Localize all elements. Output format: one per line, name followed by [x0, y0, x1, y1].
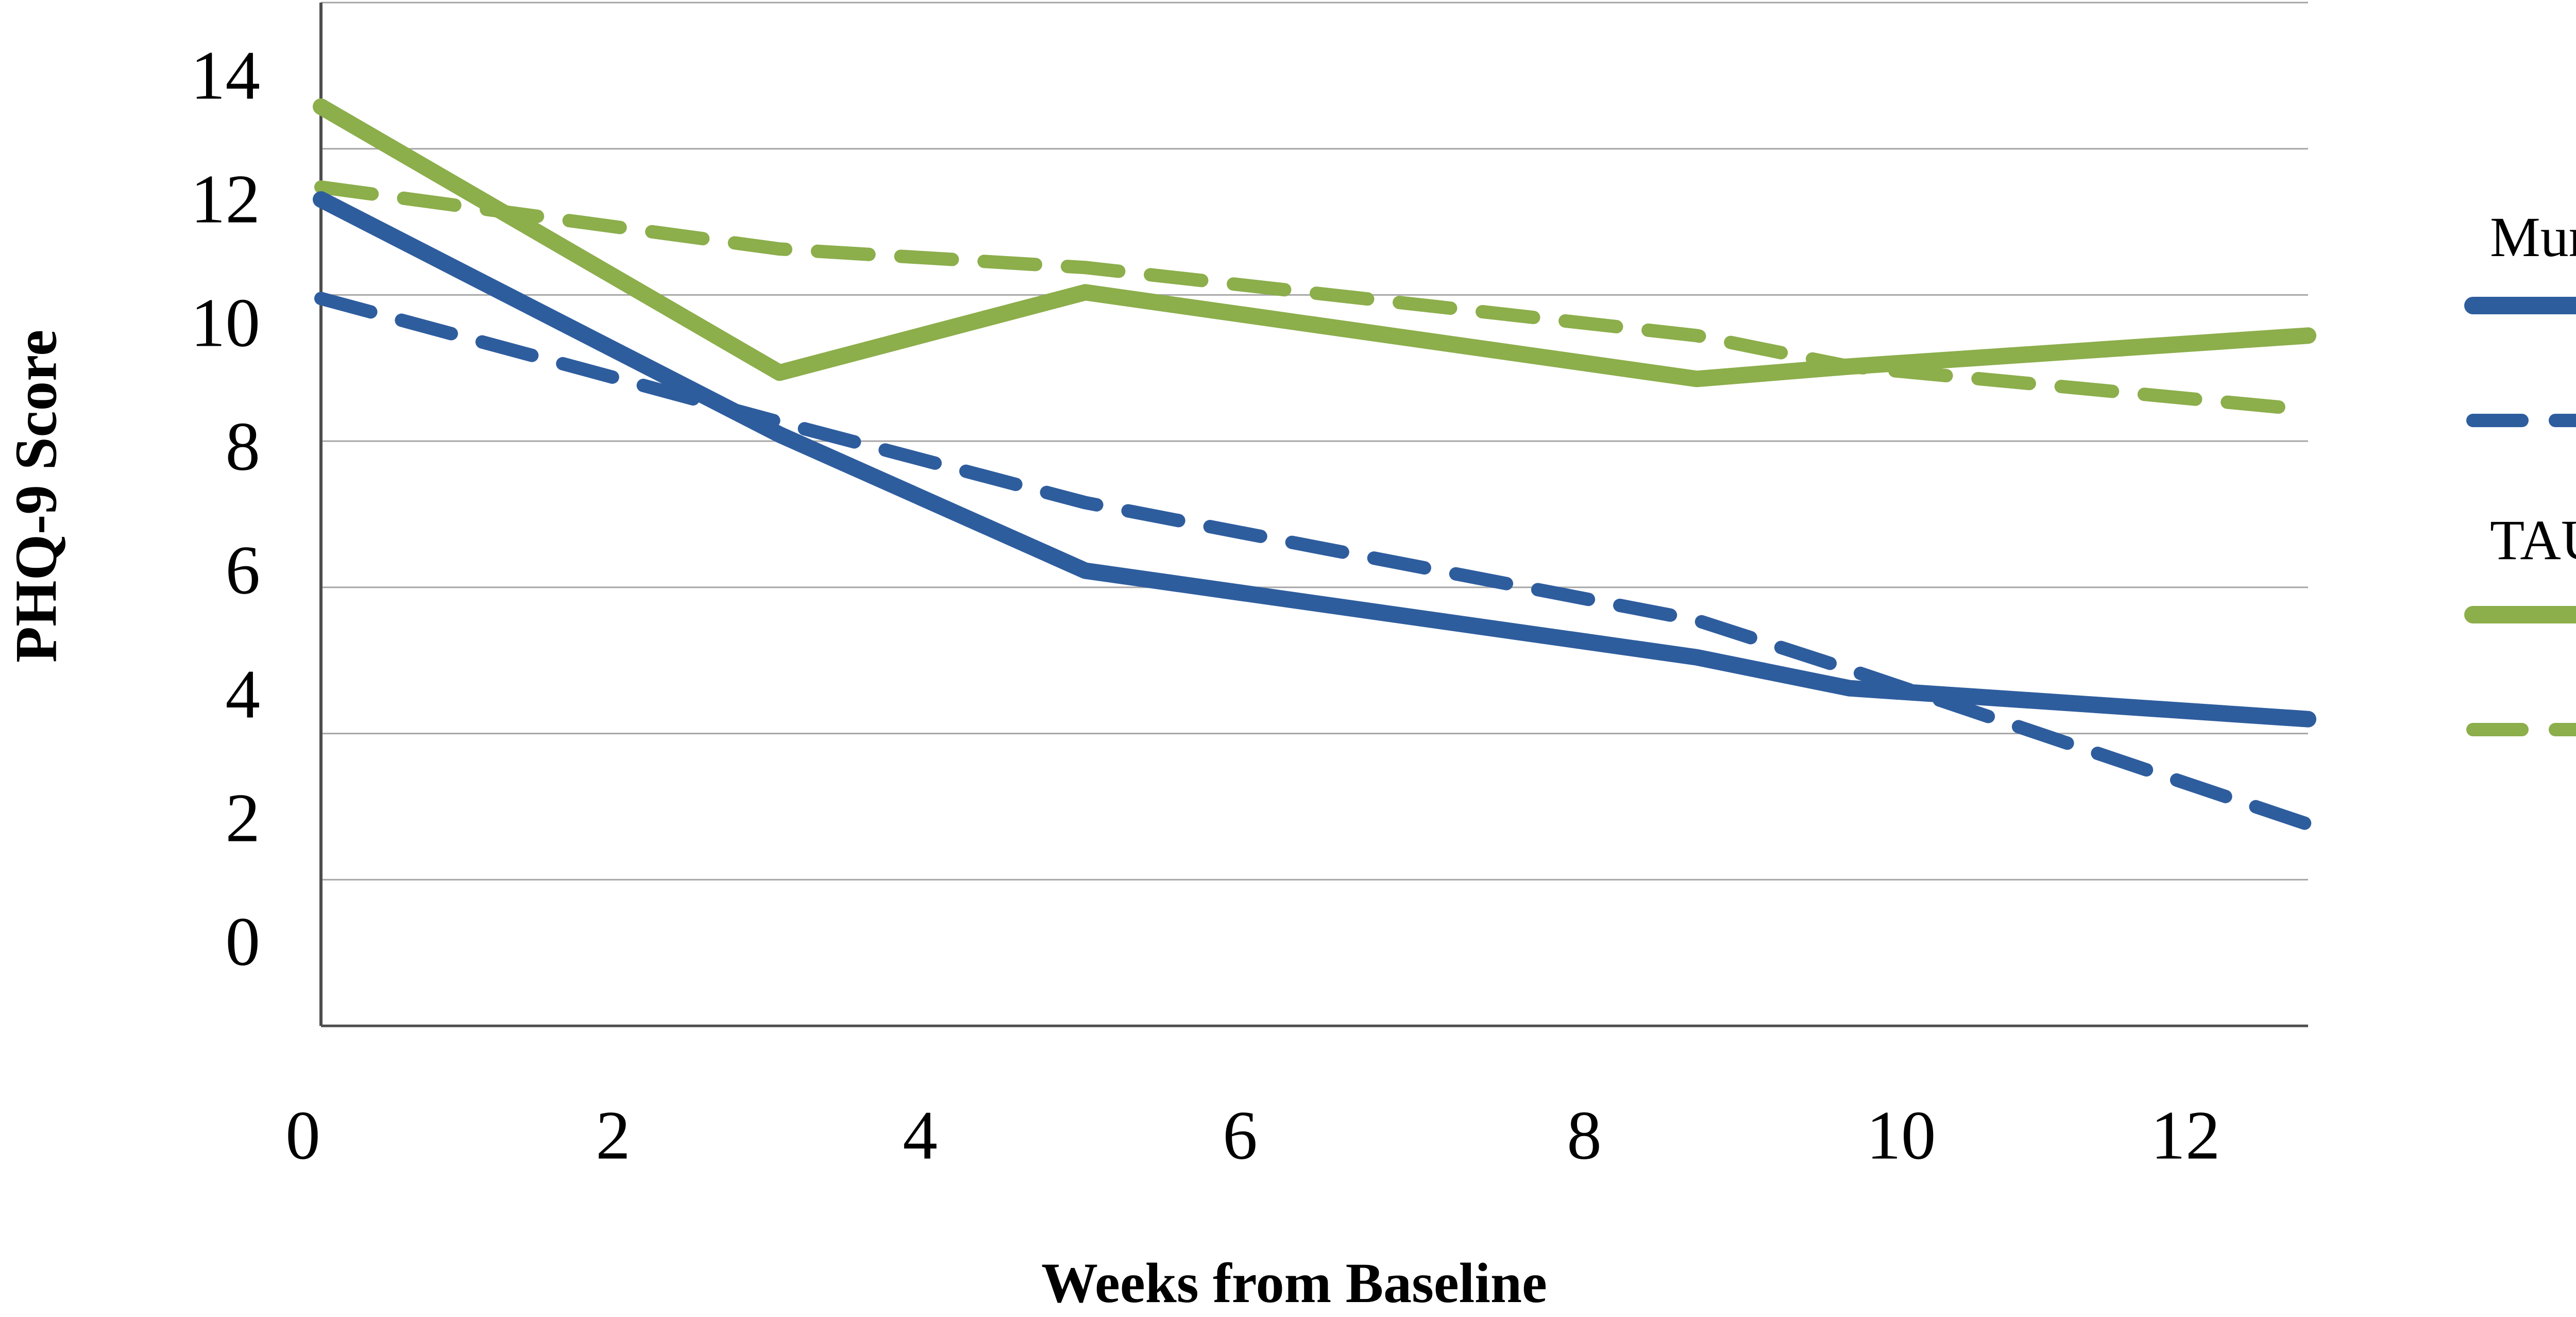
legend-group-header-tau: TAU: [2490, 509, 2576, 571]
y-tick-labels: 14 12 10 8 6 4 2 0: [191, 38, 260, 981]
legend-group-header-mummoodbooster: MumMoodBooster: [2490, 206, 2576, 268]
y-tick-label: 14: [191, 38, 260, 114]
x-tick-label: 10: [1867, 1098, 1936, 1174]
gridlines: [321, 2, 2308, 881]
x-tick-labels: 0 2 4 6 8 10 12: [285, 1098, 2220, 1174]
x-tick-label: 2: [596, 1098, 631, 1174]
x-tick-label: 4: [903, 1098, 938, 1174]
y-tick-label: 6: [226, 532, 261, 609]
series-line-tau-observed-means: [313, 98, 2316, 387]
y-axis-title: PHQ-9 Score: [4, 330, 69, 663]
x-tick-label: 6: [1223, 1098, 1258, 1174]
series-line-tau-model-implied-means: [314, 180, 2315, 417]
x-tick-label: 8: [1567, 1098, 1602, 1174]
y-tick-label: 8: [226, 409, 261, 485]
y-tick-label: 2: [226, 780, 261, 857]
series-lines: [313, 98, 2316, 831]
y-tick-label: 0: [226, 904, 261, 981]
x-tick-label: 12: [2151, 1098, 2221, 1174]
series-line-mummoodbooster-observed-means: [313, 191, 2316, 728]
x-axis-title: Weeks from Baseline: [1041, 1252, 1547, 1314]
y-tick-label: 10: [191, 285, 260, 362]
series-line-mummoodbooster-model-implied-means: [314, 292, 2315, 831]
legend: MumMoodBooster Observed Means Model Impl…: [2464, 206, 2576, 736]
x-tick-label: 0: [285, 1098, 320, 1174]
y-tick-label: 12: [191, 161, 260, 238]
y-tick-label: 4: [226, 656, 261, 733]
